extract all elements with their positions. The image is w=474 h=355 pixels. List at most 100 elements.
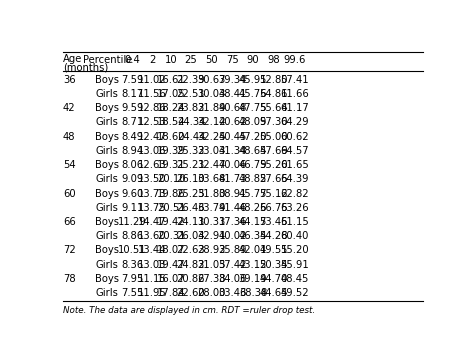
Text: 98: 98 xyxy=(267,55,280,65)
Text: 26.46: 26.46 xyxy=(177,203,205,213)
Text: 37.42: 37.42 xyxy=(218,260,246,270)
Text: Boys: Boys xyxy=(95,245,119,256)
Text: Note. The data are displayed in cm. RDT =ruler drop test.: Note. The data are displayed in cm. RDT … xyxy=(63,306,315,315)
Text: 26.10: 26.10 xyxy=(177,174,205,184)
Text: 8.36: 8.36 xyxy=(121,260,143,270)
Text: 13.50: 13.50 xyxy=(138,174,166,184)
Text: 54: 54 xyxy=(63,160,75,170)
Text: 28.00: 28.00 xyxy=(197,288,226,298)
Text: 9.09: 9.09 xyxy=(121,174,143,184)
Text: 39.34: 39.34 xyxy=(218,75,246,85)
Text: 8.94: 8.94 xyxy=(121,146,143,156)
Text: 16.61: 16.61 xyxy=(157,75,186,85)
Text: 60.40: 60.40 xyxy=(280,231,309,241)
Text: 46.34: 46.34 xyxy=(239,231,267,241)
Text: 62.82: 62.82 xyxy=(280,189,309,198)
Text: 7.55: 7.55 xyxy=(121,288,143,298)
Text: 33.79: 33.79 xyxy=(197,203,226,213)
Text: 99.6: 99.6 xyxy=(283,55,306,65)
Text: 12.86: 12.86 xyxy=(138,103,166,113)
Text: 22.60: 22.60 xyxy=(177,288,205,298)
Text: 53.45: 53.45 xyxy=(259,217,288,227)
Text: 38.38: 38.38 xyxy=(239,288,267,298)
Text: 56.75: 56.75 xyxy=(259,203,288,213)
Text: 28.92: 28.92 xyxy=(197,245,226,256)
Text: 45.77: 45.77 xyxy=(239,189,267,198)
Text: 8.17: 8.17 xyxy=(121,89,143,99)
Text: 38.41: 38.41 xyxy=(218,89,246,99)
Text: 42.01: 42.01 xyxy=(239,245,267,256)
Text: 55.00: 55.00 xyxy=(259,132,288,142)
Text: (months): (months) xyxy=(63,62,108,72)
Text: 61.65: 61.65 xyxy=(280,160,309,170)
Text: 7.59: 7.59 xyxy=(121,75,143,85)
Text: 30.31: 30.31 xyxy=(197,217,226,227)
Text: 48.64: 48.64 xyxy=(239,146,267,156)
Text: 44.17: 44.17 xyxy=(239,217,267,227)
Text: 13.75: 13.75 xyxy=(138,203,166,213)
Text: 45.91: 45.91 xyxy=(239,75,267,85)
Text: 25.32: 25.32 xyxy=(177,146,205,156)
Text: 55.91: 55.91 xyxy=(280,260,309,270)
Text: 20.86: 20.86 xyxy=(177,274,205,284)
Text: 33.68: 33.68 xyxy=(197,174,226,184)
Text: 19.39: 19.39 xyxy=(157,146,186,156)
Text: 57.30: 57.30 xyxy=(259,118,288,127)
Text: 40.02: 40.02 xyxy=(218,231,246,241)
Text: Girls: Girls xyxy=(96,146,119,156)
Text: 22.51: 22.51 xyxy=(177,89,205,99)
Text: 57.41: 57.41 xyxy=(280,75,309,85)
Text: 60.62: 60.62 xyxy=(280,132,309,142)
Text: Boys: Boys xyxy=(95,103,119,113)
Text: 44.70: 44.70 xyxy=(259,274,288,284)
Text: 41.46: 41.46 xyxy=(218,203,246,213)
Text: 12.47: 12.47 xyxy=(138,132,166,142)
Text: 49.51: 49.51 xyxy=(259,245,288,256)
Text: Boys: Boys xyxy=(95,160,119,170)
Text: 18.54: 18.54 xyxy=(157,118,185,127)
Text: 22.39: 22.39 xyxy=(177,75,205,85)
Text: 13.73: 13.73 xyxy=(138,189,166,198)
Text: 40.68: 40.68 xyxy=(218,103,246,113)
Text: 11.29: 11.29 xyxy=(118,217,146,227)
Text: 40.45: 40.45 xyxy=(218,132,246,142)
Text: 34.06: 34.06 xyxy=(218,274,246,284)
Text: 16.07: 16.07 xyxy=(157,274,186,284)
Text: 25: 25 xyxy=(184,55,197,65)
Text: 19.31: 19.31 xyxy=(157,160,186,170)
Text: 40.62: 40.62 xyxy=(218,118,246,127)
Text: 9.11: 9.11 xyxy=(121,203,143,213)
Text: 39.19: 39.19 xyxy=(239,274,267,284)
Text: Girls: Girls xyxy=(96,89,119,99)
Text: 64.39: 64.39 xyxy=(280,174,309,184)
Text: 25.21: 25.21 xyxy=(177,160,205,170)
Text: 10: 10 xyxy=(165,55,178,65)
Text: 25.25: 25.25 xyxy=(177,189,205,198)
Text: 61.15: 61.15 xyxy=(280,217,309,227)
Text: 40.06: 40.06 xyxy=(218,160,246,170)
Text: 61.17: 61.17 xyxy=(280,103,309,113)
Text: 24.34: 24.34 xyxy=(177,118,205,127)
Text: 55.20: 55.20 xyxy=(280,245,309,256)
Text: 8.71: 8.71 xyxy=(121,118,143,127)
Text: 32.12: 32.12 xyxy=(197,118,226,127)
Text: 47.75: 47.75 xyxy=(239,103,267,113)
Text: 20.51: 20.51 xyxy=(157,203,186,213)
Text: 10.51: 10.51 xyxy=(118,245,146,256)
Text: Girls: Girls xyxy=(96,203,119,213)
Text: 0.4: 0.4 xyxy=(124,55,140,65)
Text: 9.59: 9.59 xyxy=(121,103,143,113)
Text: 24.11: 24.11 xyxy=(177,217,205,227)
Text: 48.09: 48.09 xyxy=(239,118,267,127)
Text: 13.60: 13.60 xyxy=(138,231,166,241)
Text: 9.60: 9.60 xyxy=(121,189,143,198)
Text: 90: 90 xyxy=(246,55,259,65)
Text: 66: 66 xyxy=(63,217,76,227)
Text: 50.34: 50.34 xyxy=(259,260,288,270)
Text: Boys: Boys xyxy=(95,75,119,85)
Text: Percentile: Percentile xyxy=(82,55,132,65)
Text: 55.64: 55.64 xyxy=(259,103,288,113)
Text: 48.26: 48.26 xyxy=(239,203,267,213)
Text: 32.47: 32.47 xyxy=(197,160,226,170)
Text: 48: 48 xyxy=(63,132,75,142)
